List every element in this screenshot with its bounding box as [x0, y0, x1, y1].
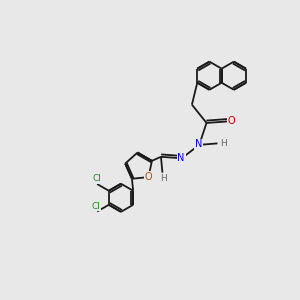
Text: Cl: Cl [93, 174, 102, 183]
Text: Cl: Cl [91, 202, 100, 211]
Text: N: N [195, 139, 202, 149]
Text: N: N [177, 153, 185, 163]
Text: H: H [160, 174, 167, 183]
Text: H: H [220, 139, 227, 148]
Text: O: O [227, 116, 235, 126]
Text: O: O [145, 172, 152, 182]
